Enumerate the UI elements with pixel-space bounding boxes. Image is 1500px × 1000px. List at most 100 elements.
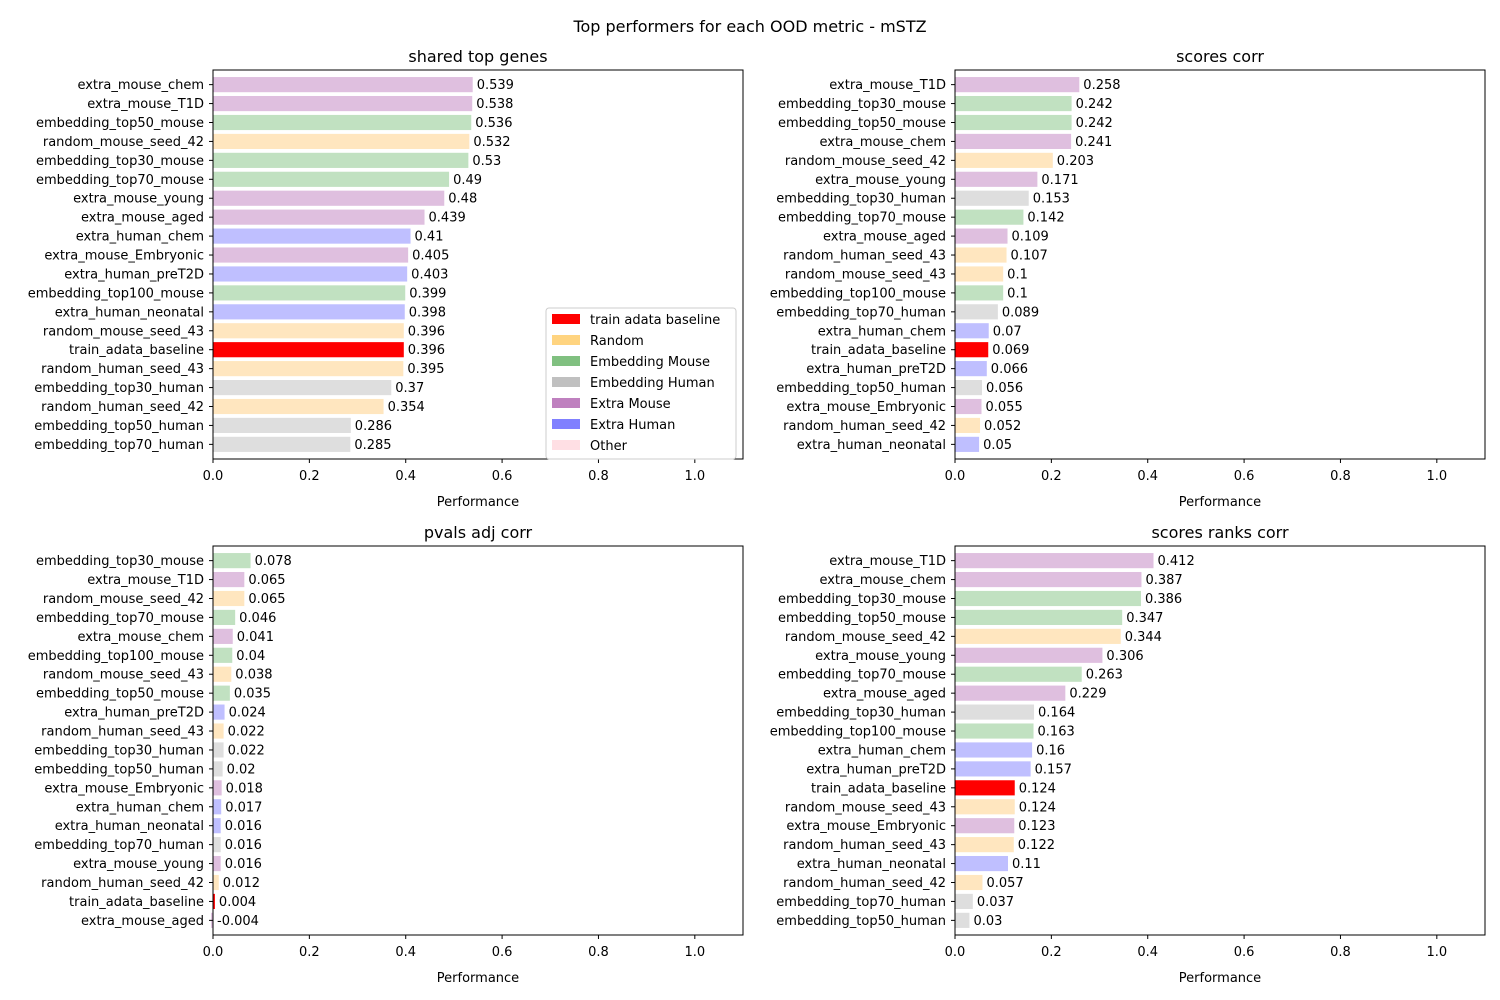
bar-extra_mouse_aged: [213, 209, 425, 225]
bar-random_human_seed_43: [955, 247, 1007, 263]
y-tick-label: extra_mouse_T1D: [829, 554, 946, 569]
y-tick-label: random_human_seed_43: [41, 362, 204, 377]
bar-embedding_top50_human: [213, 417, 351, 434]
value-label: 0.069: [992, 343, 1029, 358]
y-tick-label: embedding_top100_mouse: [770, 286, 946, 301]
legend-swatch: [552, 419, 580, 429]
bar-extra_mouse_chem: [213, 628, 233, 644]
value-label: 0.344: [1125, 630, 1162, 645]
bar-train_adata_baseline: [955, 342, 989, 358]
value-label: -0.004: [217, 914, 259, 929]
value-label: 0.48: [448, 192, 477, 207]
bar-extra_mouse_aged: [955, 685, 1066, 701]
x-tick-label: 0.4: [395, 945, 416, 960]
value-label: 0.041: [237, 630, 274, 645]
bar-train_adata_baseline: [213, 342, 404, 358]
y-tick-label: extra_human_neonatal: [55, 819, 204, 834]
bar-embedding_top30_human: [213, 742, 224, 758]
x-tick-label: 0.4: [1137, 945, 1158, 960]
x-tick-label: 0.2: [1041, 469, 1062, 484]
panel-title: shared top genes: [408, 47, 547, 66]
bar-train_adata_baseline: [955, 780, 1015, 796]
y-tick-label: embedding_top50_human: [776, 914, 946, 929]
x-axis-label: Performance: [437, 971, 519, 986]
value-label: 0.016: [225, 838, 262, 853]
bar-random_mouse_seed_42: [213, 133, 470, 150]
bar-embedding_top50_mouse: [955, 609, 1123, 626]
bar-embedding_top30_mouse: [213, 152, 469, 168]
value-label: 0.017: [225, 800, 262, 815]
x-tick-label: 0.2: [299, 945, 320, 960]
y-tick-label: random_mouse_seed_43: [785, 800, 946, 815]
value-label: 0.012: [223, 876, 260, 891]
y-tick-label: extra_human_chem: [76, 230, 204, 245]
bar-extra_mouse_young: [213, 855, 221, 872]
value-label: 0.306: [1106, 649, 1143, 664]
bar-extra_human_chem: [213, 799, 222, 815]
bar-extra_human_preT2D: [955, 761, 1031, 777]
value-label: 0.395: [407, 362, 444, 377]
value-label: 0.164: [1038, 706, 1075, 721]
legend-swatch: [552, 377, 580, 387]
value-label: 0.07: [993, 324, 1022, 339]
panel-title: scores ranks corr: [1151, 523, 1289, 542]
bar-train_adata_baseline: [213, 893, 215, 910]
y-tick-label: embedding_top100_mouse: [770, 725, 946, 740]
y-tick-label: extra_human_preT2D: [806, 762, 946, 777]
chart-panel-3: pvals adj corr 0.078 embedding_top30_mouse…: [28, 523, 744, 986]
bar-extra_mouse_Embryonic: [213, 780, 222, 796]
bar-embedding_top30_human: [955, 190, 1029, 206]
y-tick-label: extra_human_neonatal: [797, 857, 946, 872]
chart-panel-4: scores ranks corr 0.412 extra_mouse_T1D 0.3…: [770, 523, 1486, 986]
y-tick-label: embedding_top70_mouse: [778, 211, 946, 226]
x-tick-label: 0.4: [395, 469, 416, 484]
bar-embedding_top30_mouse: [213, 553, 251, 569]
y-tick-label: extra_human_preT2D: [64, 706, 204, 721]
bar-embedding_top50_human: [955, 379, 982, 396]
bar-random_human_seed_42: [955, 417, 981, 434]
y-tick-label: embedding_top70_mouse: [36, 173, 204, 188]
x-tick-label: 0.4: [1137, 469, 1158, 484]
bar-embedding_top30_mouse: [955, 590, 1141, 607]
bar-embedding_top100_mouse: [955, 723, 1034, 739]
legend-swatch: [552, 398, 580, 408]
bar-random_mouse_seed_43: [213, 666, 232, 682]
value-label: 0.03: [973, 914, 1002, 929]
bar-embedding_top50_mouse: [955, 114, 1072, 131]
x-axis-label: Performance: [1179, 971, 1261, 986]
bar-extra_mouse_young: [955, 171, 1038, 187]
value-label: 0.065: [248, 592, 285, 607]
bar-random_mouse_seed_43: [213, 323, 404, 339]
value-label: 0.49: [453, 173, 482, 188]
y-tick-label: embedding_top50_mouse: [36, 116, 204, 131]
bar-random_human_seed_42: [955, 874, 983, 891]
y-tick-label: extra_mouse_chem: [819, 135, 946, 150]
value-label: 0.399: [409, 286, 446, 301]
value-label: 0.124: [1019, 781, 1056, 796]
y-tick-label: random_mouse_seed_43: [43, 668, 204, 683]
value-label: 0.53: [472, 154, 501, 169]
bar-random_mouse_seed_43: [955, 266, 1004, 282]
y-tick-label: embedding_top70_mouse: [778, 668, 946, 683]
x-tick-label: 0.8: [588, 945, 609, 960]
x-tick-label: 0.2: [299, 469, 320, 484]
legend-swatch: [552, 314, 580, 324]
bar-extra_mouse_Embryonic: [955, 398, 982, 415]
value-label: 0.065: [248, 573, 285, 588]
y-tick-label: train_adata_baseline: [811, 781, 946, 796]
value-label: 0.405: [412, 249, 449, 264]
y-tick-label: extra_human_chem: [818, 743, 946, 758]
value-label: 0.109: [1012, 230, 1049, 245]
value-label: 0.538: [476, 97, 513, 112]
y-tick-label: embedding_top50_human: [776, 381, 946, 396]
bar-embedding_top100_mouse: [955, 285, 1004, 301]
bar-extra_human_preT2D: [213, 266, 408, 282]
x-tick-label: 0.0: [203, 945, 224, 960]
legend: train adata baseline Random Embedding Mous…: [545, 307, 737, 460]
y-tick-label: embedding_top70_mouse: [36, 611, 204, 626]
value-label: 0.016: [225, 857, 262, 872]
y-tick-label: random_human_seed_42: [41, 400, 204, 415]
bar-extra_human_neonatal: [955, 855, 1008, 872]
bar-embedding_top30_mouse: [955, 95, 1072, 112]
y-tick-label: random_mouse_seed_42: [43, 592, 204, 607]
